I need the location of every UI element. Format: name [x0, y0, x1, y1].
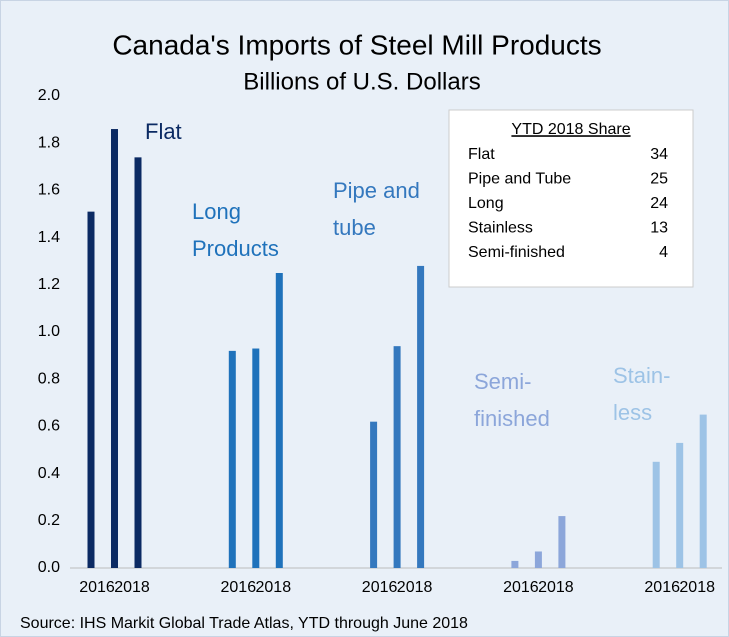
- bar: [511, 560, 519, 568]
- x-tick-label: 2016: [503, 579, 539, 596]
- series-label: Stain-less: [613, 363, 670, 425]
- share-name: Flat: [468, 146, 495, 163]
- x-tick-label: 2016: [79, 579, 115, 596]
- y-tick-label: 1.0: [38, 323, 60, 340]
- x-tick-label: 2016: [644, 579, 680, 596]
- series-label: Pipe and tube: [333, 178, 420, 240]
- y-tick-label: 2.0: [38, 87, 60, 104]
- y-tick-label: 0.4: [38, 465, 60, 482]
- share-name: Pipe and Tube: [468, 171, 571, 188]
- x-tick-label: 2016: [221, 579, 257, 596]
- bar: [534, 551, 542, 568]
- bar: [699, 414, 707, 568]
- y-tick-label: 1.4: [38, 229, 60, 246]
- share-name: Stainless: [468, 220, 533, 237]
- source: Source: IHS Markit Global Trade Atlas, Y…: [20, 615, 468, 632]
- share-value: 4: [659, 244, 668, 261]
- share-value: 24: [650, 195, 668, 212]
- bar: [652, 461, 660, 568]
- share-box: [448, 109, 694, 288]
- chart-title: Canada's Imports of Steel Mill Products: [112, 29, 601, 60]
- series-label: Flat: [145, 119, 182, 144]
- share-name: Semi-finished: [468, 244, 565, 261]
- x-tick-label: 2018: [114, 579, 150, 596]
- y-tick-label: 0.2: [38, 512, 60, 529]
- share-value: 13: [650, 220, 668, 237]
- x-tick-label: 2018: [679, 579, 715, 596]
- bar: [370, 421, 378, 568]
- bar: [275, 273, 283, 568]
- bar: [558, 516, 566, 568]
- bar: [111, 129, 118, 569]
- share-value: 25: [650, 171, 668, 188]
- bar: [417, 265, 425, 568]
- x-tick-label: 2018: [256, 579, 292, 596]
- series-label: Long Products: [192, 199, 279, 261]
- y-tick-label: 1.8: [38, 134, 60, 151]
- bar: [252, 348, 260, 568]
- x-tick-label: 2018: [397, 579, 433, 596]
- y-tick-label: 1.6: [38, 182, 60, 199]
- bar: [393, 346, 401, 568]
- y-tick-label: 0.8: [38, 370, 60, 387]
- share-name: Long: [468, 195, 504, 212]
- share-title: YTD 2018 Share: [511, 121, 630, 138]
- bar: [87, 211, 95, 568]
- bar: [228, 350, 236, 568]
- y-tick-label: 1.2: [38, 276, 60, 293]
- x-tick-label: 2018: [538, 579, 574, 596]
- bar: [676, 442, 684, 568]
- bar: [134, 157, 142, 569]
- chart-subtitle: Billions of U.S. Dollars: [243, 68, 480, 95]
- share-value: 34: [650, 146, 668, 163]
- y-tick-label: 0.0: [38, 559, 60, 576]
- series-label: Semi-finished: [474, 369, 550, 431]
- y-tick-label: 0.6: [38, 418, 60, 435]
- x-tick-label: 2016: [362, 579, 398, 596]
